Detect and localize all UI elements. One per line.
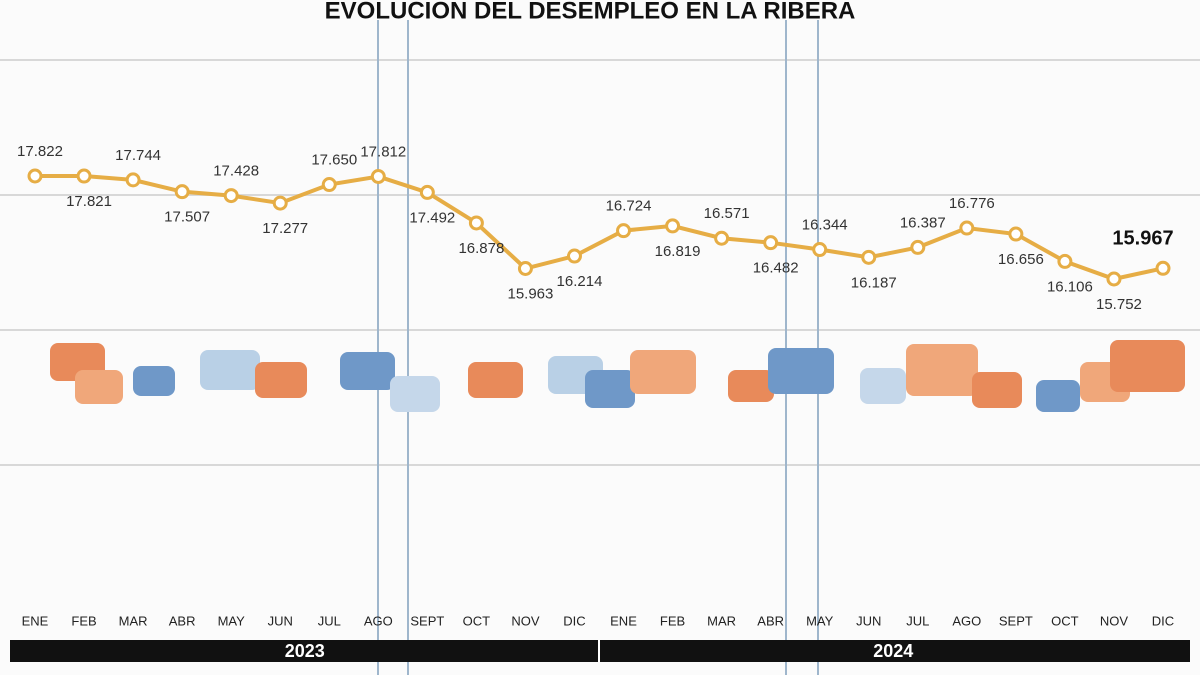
- point: [223, 188, 239, 204]
- point: [370, 168, 386, 184]
- point: [468, 215, 484, 231]
- value-label: 17.428: [213, 163, 259, 180]
- point: [321, 177, 337, 193]
- point: [861, 249, 877, 265]
- x-tick-label: NOV: [1100, 613, 1129, 628]
- point: [616, 223, 632, 239]
- value-label: 16.878: [458, 240, 504, 257]
- x-tick-label: ABR: [757, 613, 784, 628]
- x-tick-label: MAY: [806, 613, 834, 628]
- x-tick-label: AGO: [952, 613, 981, 628]
- chart-title: EVOLUCION DEL DESEMPLEO EN LA RIBERA: [325, 0, 856, 24]
- point: [174, 184, 190, 200]
- fold-lines: [377, 20, 819, 675]
- year-label: 2023: [285, 641, 325, 661]
- value-label: 16.214: [557, 273, 603, 290]
- point: [763, 235, 779, 251]
- value-label: 17.492: [409, 209, 455, 226]
- x-tick-label: ABR: [169, 613, 196, 628]
- point: [714, 230, 730, 246]
- x-tick-label: MAR: [707, 613, 736, 628]
- point: [419, 184, 435, 200]
- value-label: 17.821: [66, 193, 112, 210]
- point: [1008, 226, 1024, 242]
- x-tick-label: MAR: [119, 613, 148, 628]
- value-label: 16.482: [753, 260, 799, 277]
- x-tick-label: OCT: [463, 613, 491, 628]
- point: [1155, 260, 1171, 276]
- value-label: 15.967: [1112, 228, 1173, 250]
- year-label: 2024: [873, 641, 913, 661]
- x-tick-label: JUN: [268, 613, 293, 628]
- point: [1106, 271, 1122, 287]
- x-tick-label: ENE: [22, 613, 49, 628]
- x-tick-label: FEB: [71, 613, 96, 628]
- line: [34, 174, 1164, 282]
- x-tick-label: JUL: [906, 613, 929, 628]
- value-label: 17.812: [360, 143, 406, 160]
- x-tick-label: FEB: [660, 613, 685, 628]
- value-label: 15.752: [1096, 296, 1142, 313]
- x-tick-label: DIC: [563, 613, 585, 628]
- x-tick-label: ENE: [610, 613, 637, 628]
- x-tick-label: SEPT: [410, 613, 444, 628]
- point: [76, 168, 92, 184]
- value-label: 16.819: [655, 243, 701, 260]
- value-label: 16.344: [802, 217, 848, 234]
- x-tick-label: AGO: [364, 613, 393, 628]
- value-label: 15.963: [507, 285, 553, 302]
- point: [566, 248, 582, 264]
- value-label: 16.656: [998, 251, 1044, 268]
- x-tick-label: SEPT: [999, 613, 1033, 628]
- value-label: 16.187: [851, 274, 897, 291]
- point: [812, 242, 828, 258]
- x-tick-label: DIC: [1152, 613, 1174, 628]
- value-label: 17.277: [262, 220, 308, 237]
- value-label: 16.776: [949, 195, 995, 212]
- point: [1057, 253, 1073, 269]
- x-tick-label: JUL: [318, 613, 341, 628]
- point: [125, 172, 141, 188]
- point: [27, 168, 43, 184]
- value-label: 17.650: [311, 152, 357, 169]
- x-tick-label: JUN: [856, 613, 881, 628]
- value-label: 17.507: [164, 209, 210, 226]
- point: [959, 220, 975, 236]
- point: [517, 261, 533, 277]
- point: [665, 218, 681, 234]
- point: [910, 239, 926, 255]
- x-tick-label: NOV: [511, 613, 540, 628]
- value-label: 16.106: [1047, 278, 1093, 295]
- value-label: 16.571: [704, 205, 750, 222]
- x-tick-label: OCT: [1051, 613, 1079, 628]
- value-label: 17.744: [115, 147, 161, 164]
- value-label: 16.387: [900, 214, 946, 231]
- speech-bubbles: [50, 340, 1185, 412]
- point: [272, 195, 288, 211]
- value-label: 17.822: [17, 143, 63, 160]
- x-tick-label: MAY: [218, 613, 246, 628]
- value-label: 16.724: [606, 198, 652, 215]
